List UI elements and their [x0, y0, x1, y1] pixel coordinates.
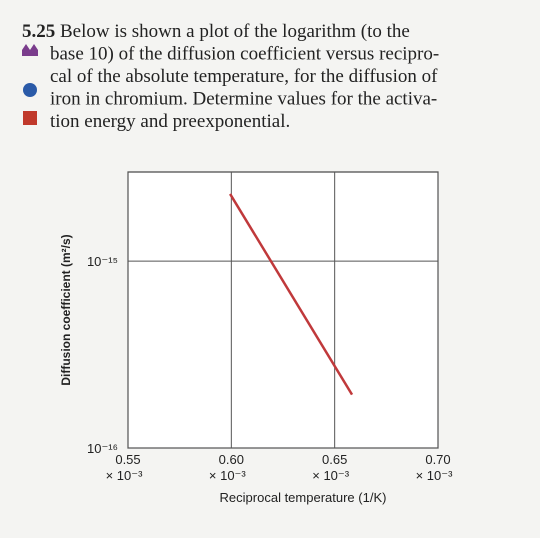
problem-line: base 10) of the diffusion coefficient ve…: [50, 44, 439, 65]
y-tick-label: 10⁻¹⁵: [87, 254, 118, 269]
y-axis-label: Diffusion coefficient (m²/s): [59, 234, 73, 385]
problem-line: Below is shown a plot of the logarithm (…: [60, 21, 410, 42]
x-tick-label: 0.55 × 10⁻³: [106, 452, 144, 483]
icon: [23, 111, 37, 125]
x-tick-multiplier: × 10⁻³: [106, 468, 144, 483]
x-axis-label: Reciprocal temperature (1/K): [220, 490, 387, 505]
x-tick-multiplier: × 10⁻³: [416, 468, 454, 483]
problem-line: cal of the absolute temperature, for the…: [50, 66, 438, 87]
x-tick-multiplier: × 10⁻³: [209, 468, 247, 483]
margin-icons: [22, 44, 38, 125]
problem-text: Below is shown a plot of the logarithm (…: [50, 21, 439, 132]
y-tick-label: 10⁻¹⁶: [87, 441, 118, 456]
x-tick-value: 0.60: [219, 452, 244, 467]
icon: [22, 44, 38, 56]
problem-number: 5.25: [22, 21, 55, 42]
problem-line: tion energy and preexponential.: [50, 111, 290, 132]
x-tick-value: 0.65: [322, 452, 347, 467]
x-tick-label: 0.65 × 10⁻³: [312, 452, 350, 483]
plot-area: [127, 171, 439, 449]
x-tick-value: 0.70: [425, 452, 450, 467]
problem-line: iron in chromium. Determine values for t…: [50, 89, 437, 110]
x-tick-value: 0.55: [115, 452, 140, 467]
data-line: [229, 193, 354, 396]
x-tick-label: 0.60 × 10⁻³: [209, 452, 247, 483]
x-tick-label: 0.70 × 10⁻³: [416, 452, 454, 483]
x-tick-multiplier: × 10⁻³: [312, 468, 350, 483]
icon: [23, 83, 37, 97]
chart: 0.55 × 10⁻³0.60 × 10⁻³0.65 × 10⁻³0.70 × 10⁻³…: [59, 171, 454, 505]
